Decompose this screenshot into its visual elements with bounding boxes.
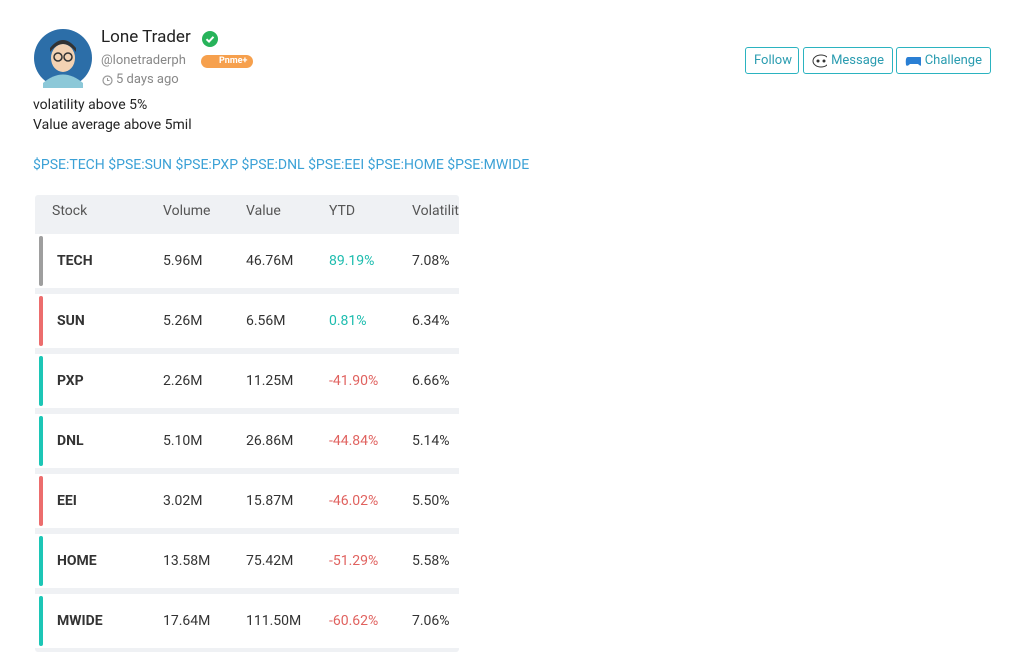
row-accent	[39, 596, 43, 646]
cell-stock: DNL	[57, 433, 84, 449]
table-row: MWIDE 17.64M 111.50M -60.62% 7.06%	[35, 594, 459, 648]
message-icon	[812, 54, 828, 67]
cell-volume: 2.26M	[163, 373, 203, 389]
button-label: Message	[831, 53, 884, 68]
cell-volatility: 5.14%	[412, 433, 450, 449]
badge: Pnme+	[201, 55, 254, 68]
row-accent	[39, 236, 43, 286]
clock-icon	[102, 75, 113, 86]
table-row: DNL 5.10M 26.86M -44.84% 5.14%	[35, 414, 459, 468]
challenge-button[interactable]: Challenge	[896, 47, 991, 74]
cell-stock: SUN	[57, 313, 85, 329]
cell-ytd: -51.29%	[329, 553, 379, 569]
cell-volatility: 7.06%	[412, 613, 450, 629]
column-header: Value	[246, 203, 281, 219]
user-name[interactable]: Lone Trader	[101, 27, 191, 47]
avatar	[34, 29, 92, 88]
cell-stock: PXP	[57, 373, 84, 389]
cell-volume: 13.58M	[163, 553, 211, 569]
cell-volume: 5.96M	[163, 253, 203, 269]
row-accent	[39, 416, 43, 466]
post-line: Value average above 5mil	[33, 117, 192, 133]
row-accent	[39, 476, 43, 526]
cell-volume: 5.26M	[163, 313, 203, 329]
ticker-links[interactable]: $PSE:TECH $PSE:SUN $PSE:PXP $PSE:DNL $PS…	[33, 157, 530, 173]
column-header: YTD	[329, 203, 356, 219]
cell-value: 75.42M	[246, 553, 294, 569]
cell-ytd: -46.02%	[329, 493, 379, 509]
cell-value: 46.76M	[246, 253, 294, 269]
cell-ytd: 89.19%	[329, 253, 375, 269]
message-button[interactable]: Message	[803, 47, 893, 74]
cell-volatility: 6.66%	[412, 373, 450, 389]
row-accent	[39, 536, 43, 586]
cell-ytd: -44.84%	[329, 433, 379, 449]
cell-volatility: 5.50%	[412, 493, 450, 509]
cell-value: 6.56M	[246, 313, 286, 329]
post-line: volatility above 5%	[33, 97, 148, 113]
column-header: Volatility	[412, 203, 459, 219]
user-handle: @lonetraderph	[101, 53, 186, 68]
row-accent	[39, 356, 43, 406]
cell-volume: 17.64M	[163, 613, 211, 629]
cell-value: 111.50M	[246, 613, 302, 629]
table-row: TECH 5.96M 46.76M 89.19% 7.08%	[35, 234, 459, 288]
row-accent	[39, 296, 43, 346]
verified-icon	[202, 31, 218, 47]
cell-ytd: 0.81%	[329, 313, 367, 329]
cell-ytd: -41.90%	[329, 373, 379, 389]
button-label: Challenge	[924, 53, 982, 68]
table-row: HOME 13.58M 75.42M -51.29% 5.58%	[35, 534, 459, 588]
cell-stock: TECH	[57, 253, 93, 269]
table-row: PXP 2.26M 11.25M -41.90% 6.66%	[35, 354, 459, 408]
challenge-icon	[905, 56, 921, 66]
cell-volatility: 7.08%	[412, 253, 450, 269]
cell-stock: HOME	[57, 553, 97, 569]
cell-volume: 3.02M	[163, 493, 203, 509]
cell-value: 11.25M	[246, 373, 294, 389]
cell-stock: MWIDE	[57, 613, 103, 629]
column-header: Volume	[163, 203, 211, 219]
table-row: SUN 5.26M 6.56M 0.81% 6.34%	[35, 294, 459, 348]
table-row: EEI 3.02M 15.87M -46.02% 5.50%	[35, 474, 459, 528]
stock-table: Stock Volume Value YTD Volatility TECH 5.96M 46…	[35, 195, 459, 652]
cell-ytd: -60.62%	[329, 613, 379, 629]
follow-button[interactable]: Follow	[745, 47, 799, 74]
button-label: Follow	[754, 53, 792, 68]
cell-stock: EEI	[57, 493, 77, 509]
cell-value: 15.87M	[246, 493, 294, 509]
cell-volume: 5.10M	[163, 433, 203, 449]
column-header: Stock	[52, 203, 88, 219]
cell-volatility: 6.34%	[412, 313, 450, 329]
cell-volatility: 5.58%	[412, 553, 450, 569]
post-time: 5 days ago	[116, 72, 179, 87]
cell-value: 26.86M	[246, 433, 294, 449]
